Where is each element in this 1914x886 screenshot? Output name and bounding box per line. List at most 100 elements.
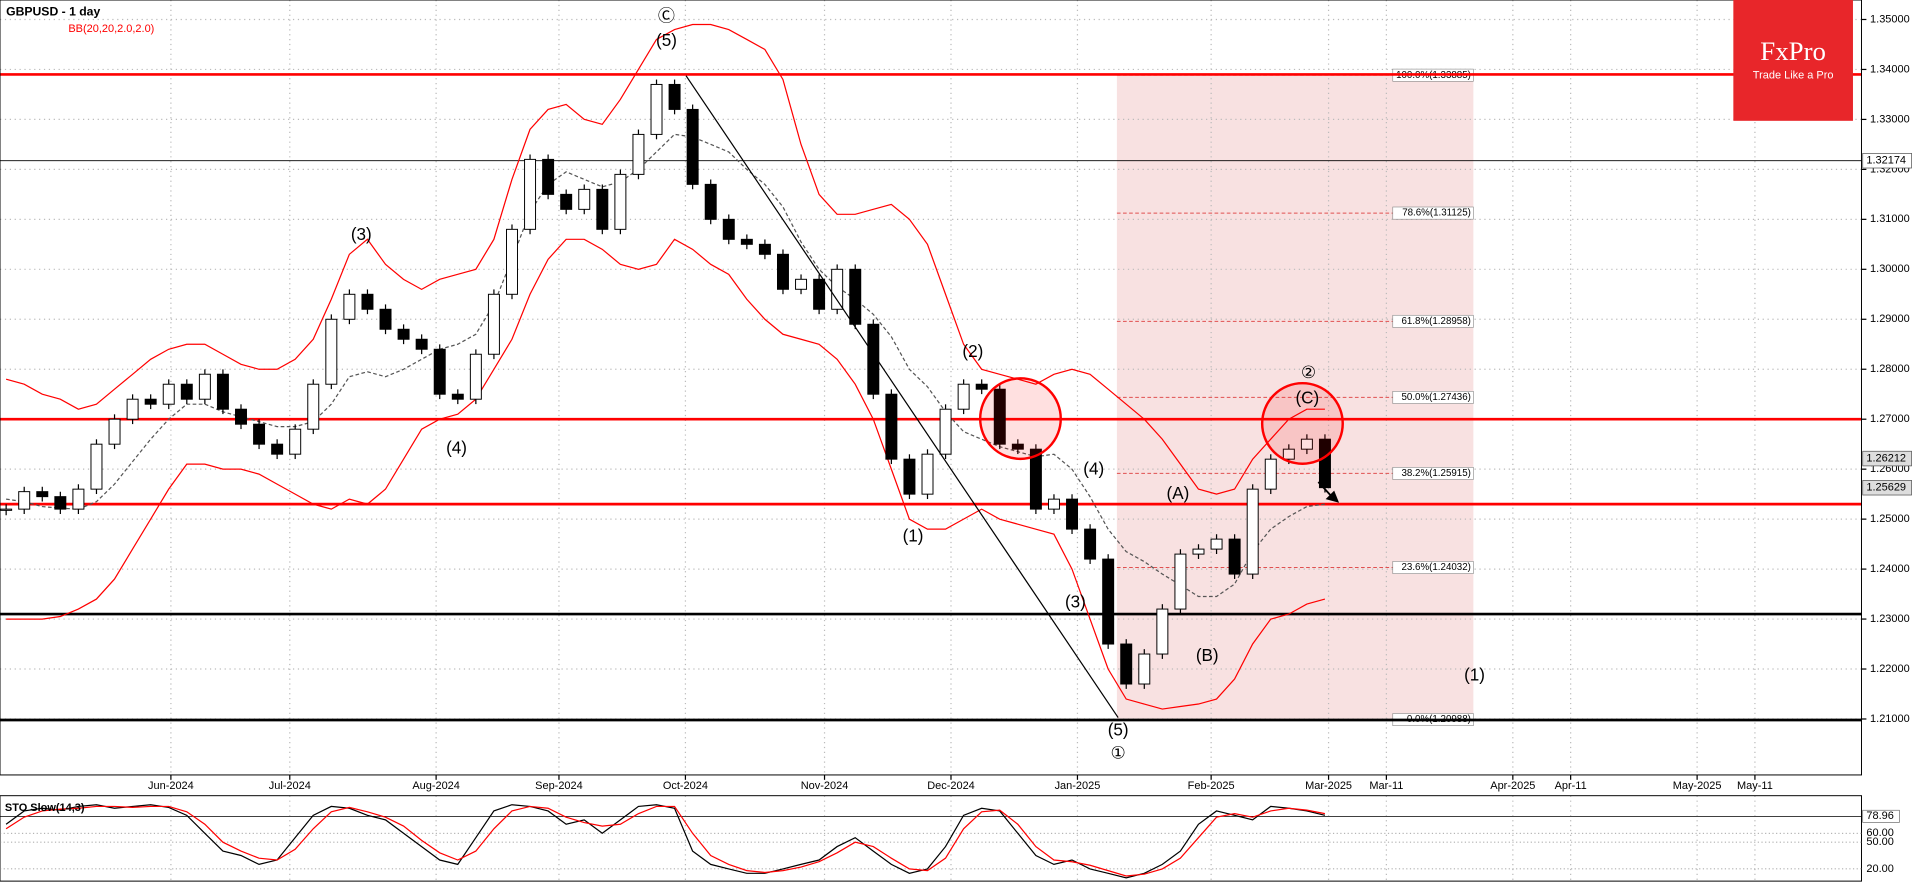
candle-body: [0, 508, 13, 511]
wave-label: ①: [1110, 744, 1125, 763]
x-tick-label: Oct-2024: [663, 780, 708, 792]
candle-body: [433, 348, 446, 395]
candle-body: [18, 491, 31, 510]
wave-label: (A): [1167, 484, 1190, 503]
band-upper: [5, 23, 1325, 495]
osc-tick-label: 50.00: [1866, 836, 1893, 848]
osc-line: [5, 805, 1326, 877]
plot-frame: [0, 0, 1862, 776]
wave-label: (3): [1065, 592, 1086, 611]
candle-body: [795, 278, 808, 290]
candle-body: [614, 173, 627, 230]
y-tick-label: 1.31000: [1870, 213, 1910, 225]
candle-body: [668, 83, 681, 110]
price-marker-box: [1862, 152, 1912, 169]
annotations: Ⓒ (5) (3) (4) (1) (2) (4) (3) (5) ① (A) (B) ② (C) (1): [351, 7, 1485, 763]
y-tick-label: 1.32000: [1870, 163, 1910, 175]
candle-body: [144, 398, 157, 405]
candle-body: [180, 383, 193, 400]
wave-label: (B): [1196, 646, 1219, 665]
candle-body: [469, 353, 482, 400]
y-tick-label: 1.21000: [1870, 713, 1910, 725]
fib-label-box: [1392, 467, 1474, 480]
y-tick-label: 1.23000: [1870, 613, 1910, 625]
candle-body: [126, 398, 139, 420]
candle-body: [1084, 528, 1097, 560]
candle-body: [903, 458, 916, 495]
candle-body: [758, 243, 771, 255]
y-tick-label: 1.26000: [1870, 463, 1910, 475]
fib-label: 50.0%(1.27436): [1402, 392, 1471, 403]
candle-body: [289, 428, 302, 455]
candle-body: [704, 183, 717, 220]
fib-label: 38.2%(1.25915): [1402, 468, 1471, 479]
arrow-head: [1325, 490, 1340, 503]
candle-body: [885, 393, 898, 460]
candle-body: [1228, 538, 1241, 575]
candle-body: [198, 373, 211, 400]
y-tick-label: 1.29000: [1870, 313, 1910, 325]
candle-body: [1120, 643, 1133, 685]
x-tick-label: Jan-2025: [1055, 780, 1101, 792]
x-tick-label: Jun-2024: [148, 780, 194, 792]
y-tick-label: 1.27000: [1870, 413, 1910, 425]
wave-label: (5): [1108, 721, 1129, 740]
candle-body: [90, 443, 103, 490]
x-tick-label: Nov-2024: [801, 780, 849, 792]
x-tick-label: Dec-2024: [927, 780, 975, 792]
candle-body: [1011, 443, 1024, 450]
candle-body: [596, 188, 609, 230]
x-tick-label: Apr-11: [1555, 780, 1587, 792]
band-middle: [6, 133, 1325, 598]
x-tick-label: Mar-2025: [1305, 780, 1352, 792]
candle-body: [560, 193, 573, 210]
candle-body: [975, 383, 988, 390]
osc-tick-label: 20.00: [1866, 863, 1893, 875]
candle-body: [776, 253, 789, 290]
candle-body: [235, 408, 247, 425]
band-lower: [6, 238, 1326, 710]
x-tick-label: Mar-11: [1369, 780, 1403, 792]
candle-body: [451, 393, 464, 400]
y-tick-label: 1.33000: [1870, 113, 1910, 125]
candle-body: [1264, 458, 1277, 490]
highlight-circle: [1260, 381, 1344, 465]
price-marker-label: 1.26212: [1866, 452, 1906, 464]
candle-body: [1210, 538, 1223, 550]
osc-frame: [0, 795, 1862, 882]
price-marker-box: [1862, 480, 1912, 496]
candle-body: [1029, 448, 1042, 510]
candle-body: [831, 268, 844, 310]
bands: [5, 23, 1326, 710]
candle-body: [632, 133, 645, 175]
candle-body: [1138, 653, 1151, 685]
logo-brand: FxPro: [1760, 36, 1826, 66]
candle-body: [162, 383, 175, 405]
wave-label: (1): [1464, 666, 1485, 685]
candle-body: [993, 388, 1006, 445]
candle-body: [722, 218, 735, 240]
candle-body: [343, 293, 356, 320]
candles: [0, 79, 1331, 689]
candle-body: [1192, 548, 1205, 555]
x-tick-label: Feb-2025: [1188, 780, 1235, 792]
candle-body: [397, 328, 410, 340]
osc-title: STO Slow(14,3): [5, 802, 85, 814]
wave-label: (4): [446, 439, 467, 458]
candle-body: [813, 278, 826, 310]
logo-tagline: Trade Like a Pro: [1753, 70, 1834, 82]
osc-tick-box: [1862, 809, 1900, 823]
x-tick-label: Jul-2024: [269, 780, 311, 792]
candle-body: [216, 373, 229, 410]
candle-body: [379, 308, 392, 330]
candle-body: [506, 228, 518, 295]
x-tick-label: May-2025: [1673, 780, 1722, 792]
candle-body: [108, 418, 121, 445]
osc-tick-label: 60.00: [1866, 827, 1893, 839]
candle-body: [524, 158, 537, 230]
candle-body: [686, 108, 699, 185]
candle-body: [1174, 553, 1187, 610]
candle-body: [957, 383, 970, 410]
